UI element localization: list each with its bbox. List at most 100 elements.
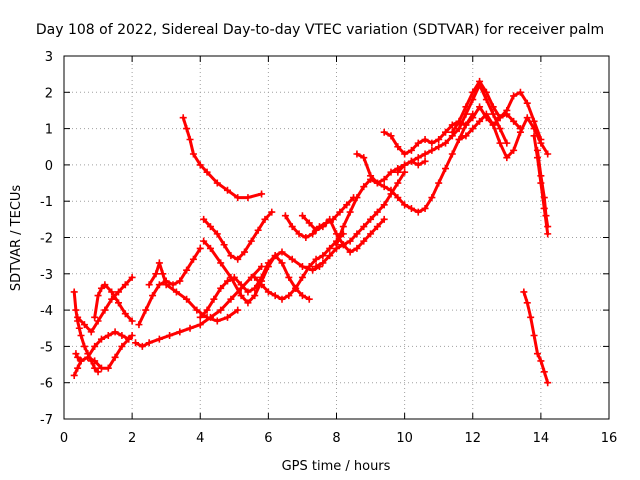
data-point — [87, 328, 95, 336]
data-point — [496, 114, 504, 122]
data-point — [360, 154, 368, 162]
data-point — [217, 284, 225, 292]
data-point — [414, 161, 422, 169]
data-point — [241, 248, 249, 256]
series-trace — [355, 112, 475, 214]
data-point — [77, 357, 85, 365]
data-point — [196, 244, 204, 252]
data-point — [448, 121, 456, 129]
data-point — [288, 255, 296, 263]
data-point — [189, 255, 197, 263]
data-point — [462, 121, 470, 129]
data-point — [394, 179, 402, 187]
data-point — [367, 172, 375, 180]
data-point — [302, 234, 310, 241]
data-point — [435, 143, 443, 151]
data-point — [346, 237, 354, 245]
data-point — [469, 125, 477, 133]
y-tick-label: -6 — [40, 377, 53, 392]
series-4 — [74, 273, 136, 336]
data-point — [542, 212, 550, 220]
grid — [64, 56, 609, 419]
data-point — [128, 332, 136, 340]
data-point — [101, 281, 109, 289]
data-point — [74, 353, 82, 361]
data-point — [217, 306, 225, 314]
data-point — [111, 328, 119, 336]
data-point — [234, 255, 242, 263]
data-point — [234, 194, 242, 202]
data-point — [373, 208, 381, 216]
data-point — [91, 364, 99, 372]
data-point — [346, 208, 354, 216]
data-point — [401, 168, 409, 176]
data-point — [319, 223, 327, 231]
data-point — [346, 248, 354, 256]
data-point — [414, 154, 422, 162]
data-point — [448, 128, 456, 136]
series-trace — [314, 170, 407, 268]
data-point — [435, 179, 443, 187]
data-point — [520, 288, 528, 296]
data-point — [176, 328, 184, 336]
data-point — [343, 201, 351, 209]
data-point — [142, 306, 150, 314]
data-point — [326, 244, 334, 252]
data-point — [193, 306, 201, 314]
data-point — [213, 317, 221, 325]
data-point — [421, 135, 429, 143]
data-point — [169, 281, 177, 289]
data-point — [74, 364, 82, 372]
data-point — [455, 117, 463, 125]
data-point — [496, 139, 504, 147]
data-point — [510, 92, 518, 100]
data-point — [312, 255, 320, 263]
data-point — [540, 368, 548, 376]
data-point — [407, 204, 415, 212]
data-point — [115, 288, 122, 296]
data-point — [298, 212, 306, 220]
data-point — [244, 288, 252, 296]
data-point — [496, 125, 504, 133]
data-point — [285, 273, 293, 281]
data-point — [234, 306, 242, 314]
data-point — [387, 186, 395, 194]
data-point — [80, 342, 88, 350]
data-point — [268, 208, 276, 216]
data-point — [353, 244, 361, 252]
x-tick-label: 14 — [533, 431, 550, 446]
data-point — [537, 172, 545, 180]
data-point — [203, 313, 211, 321]
data-point — [428, 139, 436, 147]
data-point — [462, 103, 470, 111]
data-point — [309, 230, 317, 238]
data-point — [244, 299, 252, 307]
data-point — [155, 259, 163, 267]
x-tick-label: 0 — [60, 431, 68, 446]
data-point — [189, 150, 197, 158]
data-point — [530, 332, 538, 340]
data-point — [469, 88, 477, 96]
data-point — [489, 103, 497, 111]
data-point — [421, 150, 429, 158]
data-point — [360, 223, 368, 231]
y-tick-label: -1 — [40, 195, 53, 210]
data-point — [72, 306, 80, 314]
data-point — [196, 321, 204, 329]
data-point — [166, 332, 174, 340]
data-point — [476, 103, 484, 111]
series-1 — [70, 288, 102, 376]
data-point — [503, 139, 511, 147]
data-point — [213, 179, 221, 187]
data-point — [407, 146, 415, 154]
y-tick-label: -7 — [40, 413, 53, 428]
data-point — [244, 194, 252, 202]
data-point — [380, 183, 388, 191]
data-point — [183, 125, 191, 133]
y-tick-label: 1 — [45, 123, 53, 138]
data-point — [183, 295, 191, 303]
data-point — [309, 266, 317, 274]
data-point — [203, 168, 211, 176]
series-25 — [520, 288, 552, 387]
data-point — [138, 342, 146, 350]
